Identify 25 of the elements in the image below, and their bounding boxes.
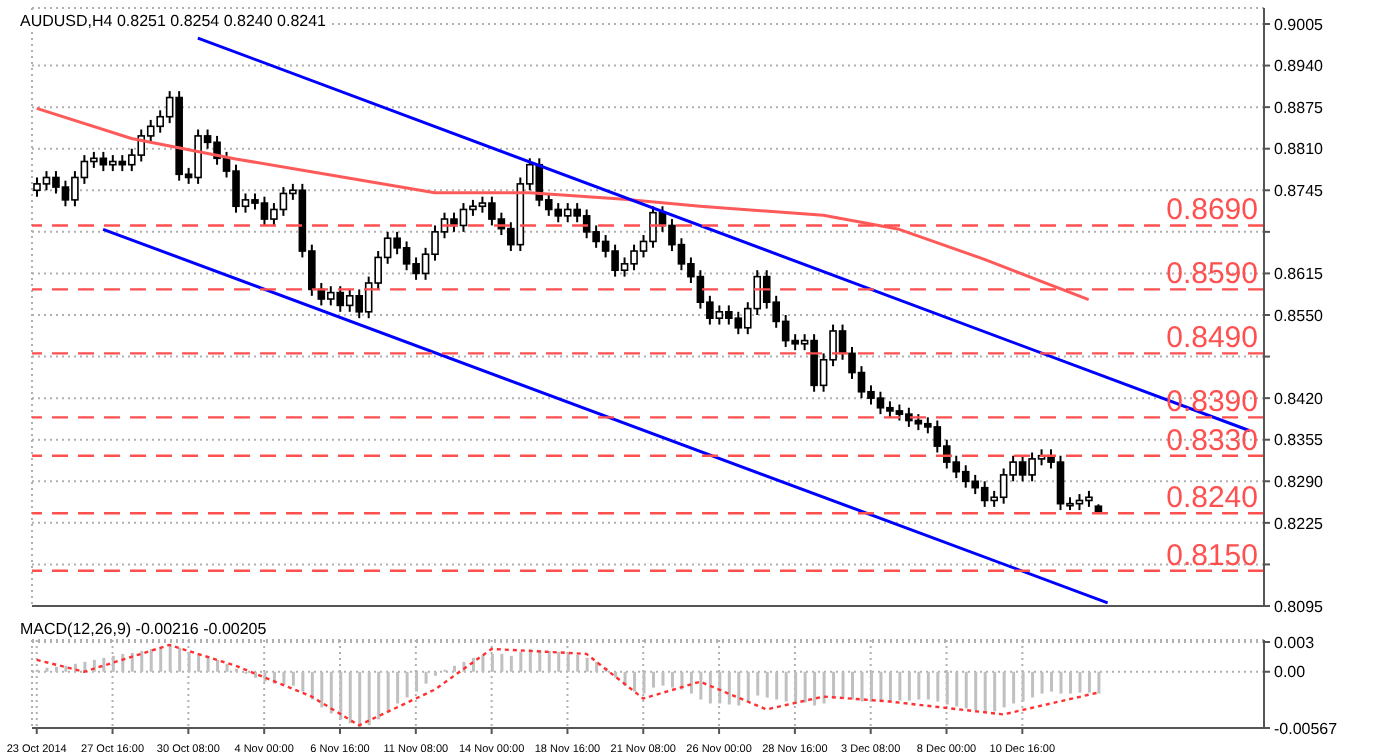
y-tick-label: 0.8875 bbox=[1274, 98, 1325, 117]
line-series bbox=[35, 643, 1100, 727]
y-tick-label: -0.00567 bbox=[1274, 719, 1339, 738]
y-tick-label: 0.8940 bbox=[1274, 57, 1325, 76]
y-tick-label: 0.8550 bbox=[1274, 306, 1325, 325]
y-tick-label: 0.8810 bbox=[1274, 140, 1325, 159]
y-tick-label: 0.8290 bbox=[1274, 472, 1325, 491]
ref-line-label: 0.8330 bbox=[1166, 423, 1258, 458]
ref-line-label: 0.8490 bbox=[1166, 321, 1258, 356]
y-tick-label: 0.8355 bbox=[1274, 431, 1325, 450]
y-tick-label: 0.8095 bbox=[1274, 597, 1325, 616]
y-tick-label: 0.8225 bbox=[1274, 514, 1325, 533]
y-tick-label: 0.8420 bbox=[1274, 389, 1325, 408]
chart-title: MACD(12,26,9) -0.00216 -0.00205 bbox=[16, 620, 271, 638]
y-tick-label: 0.8615 bbox=[1274, 265, 1325, 284]
y-tick-label: 0.9005 bbox=[1274, 15, 1325, 34]
ref-line-label: 0.8590 bbox=[1166, 257, 1258, 292]
chart-title: AUDUSD,H4 0.8251 0.8254 0.8240 0.8241 bbox=[16, 12, 330, 30]
ref-line-label: 0.8240 bbox=[1166, 481, 1258, 516]
ref-line-label: 0.8150 bbox=[1166, 538, 1258, 573]
y-tick-label: 0.00 bbox=[1274, 663, 1307, 682]
ref-line-label: 0.8390 bbox=[1166, 385, 1258, 420]
y-tick-label: 0.8745 bbox=[1274, 181, 1325, 200]
ref-line-label: 0.8690 bbox=[1166, 193, 1258, 228]
y-tick-label: 0.003 bbox=[1274, 633, 1316, 652]
